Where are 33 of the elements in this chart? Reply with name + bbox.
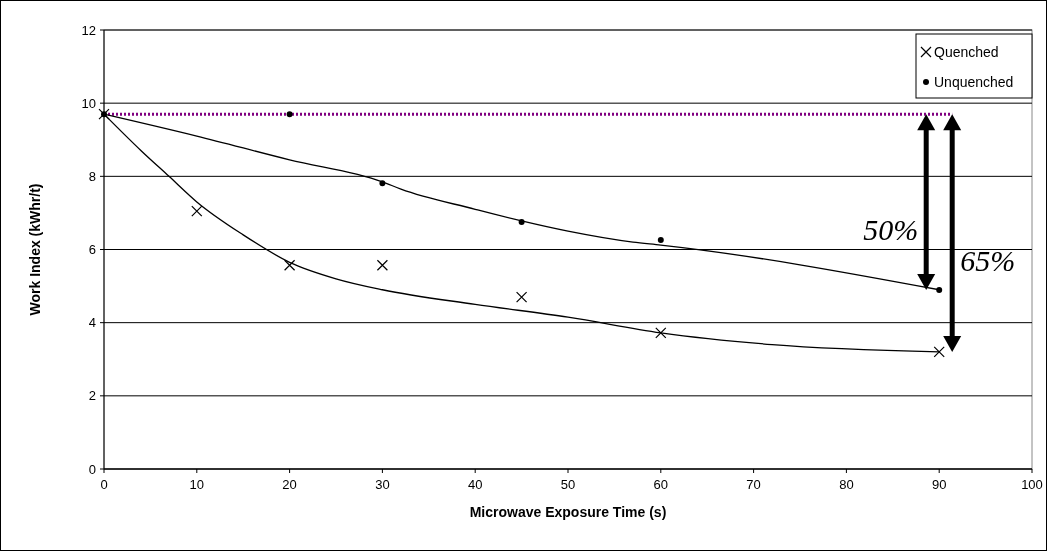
y-tick-label: 10 [81,95,96,111]
x-tick-label: 40 [467,477,483,492]
legend-label: Quenched [934,43,999,60]
y-tick-label: 2 [88,388,96,404]
x-tick-label: 20 [282,477,297,492]
x-tick-label: 60 [653,477,669,492]
y-tick-label: 8 [88,168,96,184]
y-tick-label: 0 [88,461,96,477]
x-tick-label: 100 [1021,477,1043,492]
x-tick-label: 0 [100,477,108,492]
point [657,236,664,243]
y-axis-title: Work Index (kWhr/t) [27,183,43,316]
x-tick-label: 80 [839,477,854,492]
point [933,346,945,358]
x-tick-label: 90 [931,477,947,492]
point [191,205,203,217]
y-tick-label: 6 [88,242,96,258]
legend-label: Unquenched [934,73,1014,90]
annotation: 65% [960,243,1016,277]
x-tick-label: 50 [560,477,576,492]
x-tick-label: 10 [189,477,205,492]
x-tick-label: 30 [375,477,390,492]
point [655,327,667,339]
point [286,111,293,118]
point [284,259,296,271]
x-axis-title: Microwave Exposure Time (s) [469,504,667,520]
point [516,291,528,303]
y-tick-label: 12 [81,22,96,38]
x-tick-label: 70 [746,477,761,492]
point [376,259,388,271]
annotation: 50% [863,212,919,246]
y-tick-label: 4 [88,315,96,331]
point [936,287,943,294]
